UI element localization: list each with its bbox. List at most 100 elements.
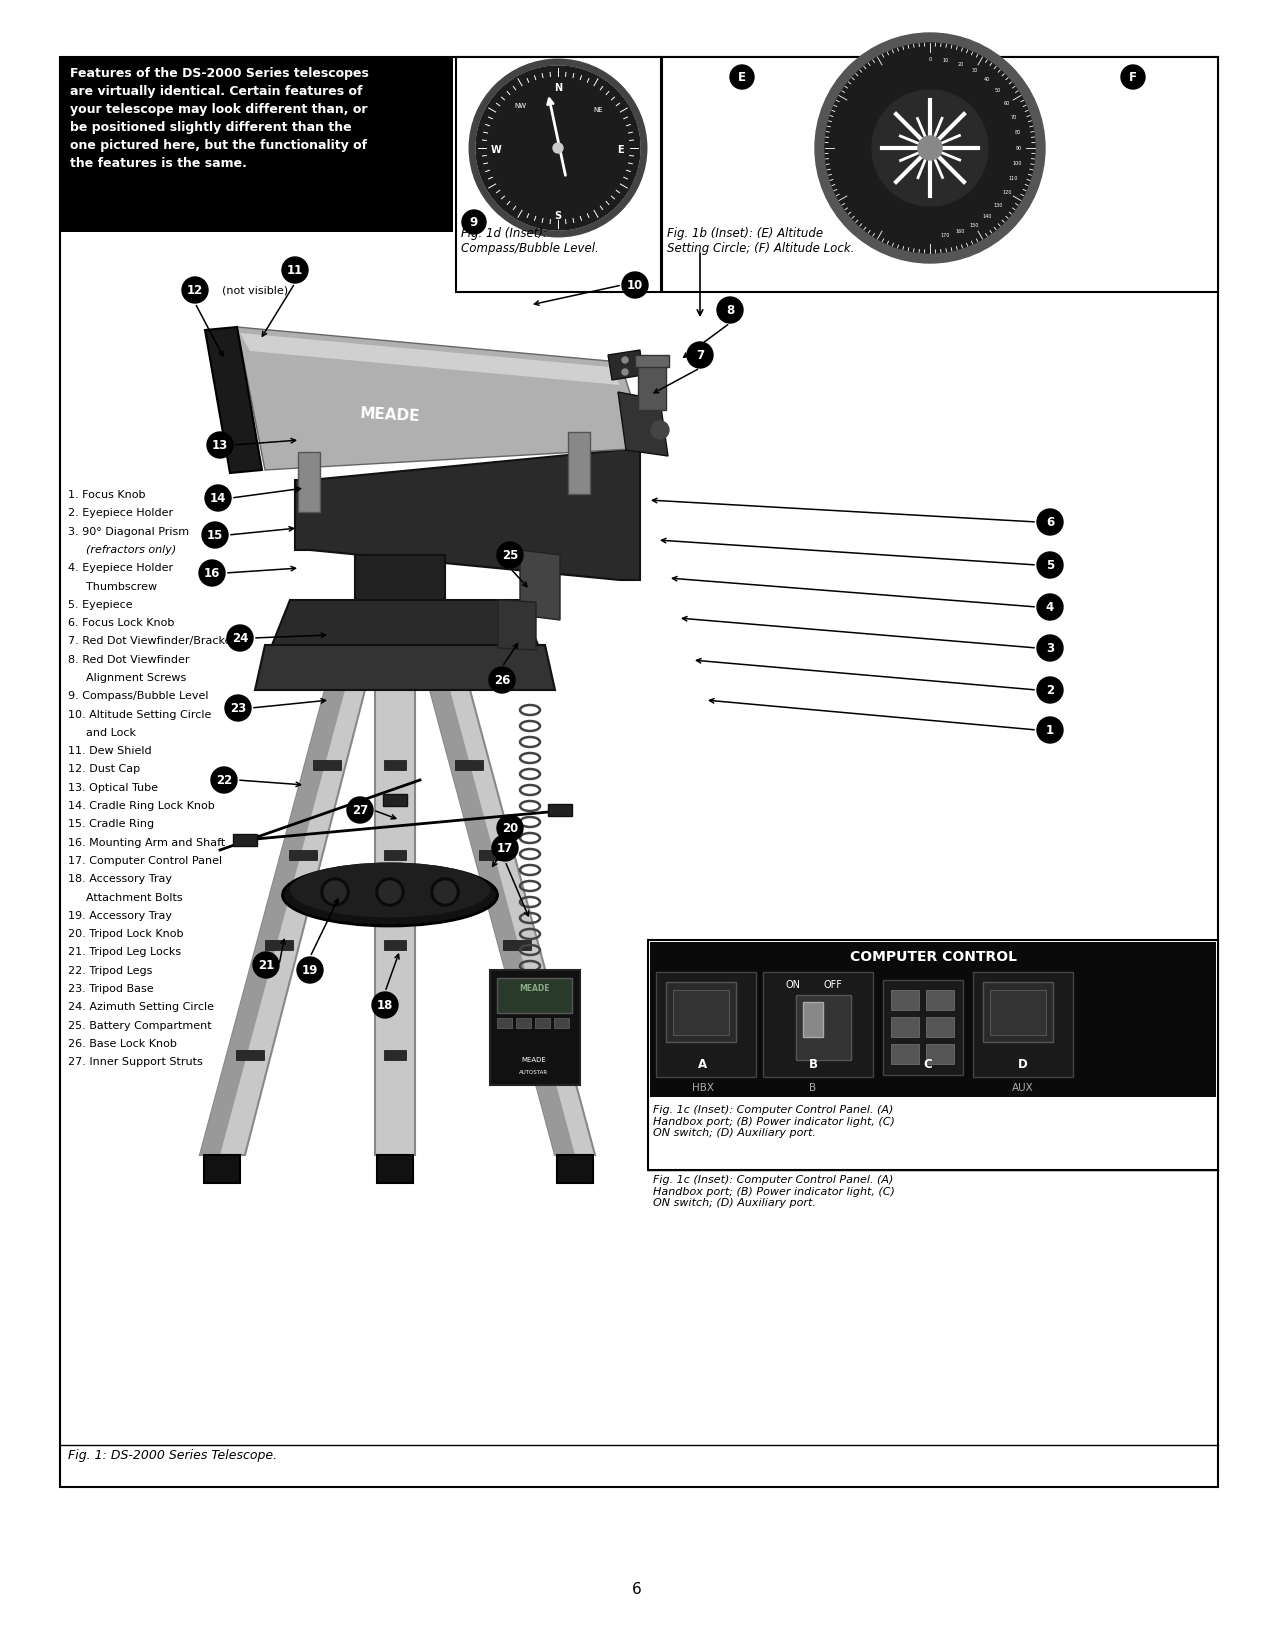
Bar bbox=[926, 1017, 954, 1037]
Text: AUTOSTAR: AUTOSTAR bbox=[519, 1070, 548, 1075]
Text: 22. Tripod Legs: 22. Tripod Legs bbox=[68, 966, 153, 976]
Circle shape bbox=[687, 342, 713, 368]
Circle shape bbox=[224, 695, 251, 721]
Text: 90: 90 bbox=[1016, 145, 1023, 150]
Text: OFF: OFF bbox=[824, 981, 843, 991]
Text: 20: 20 bbox=[958, 61, 964, 68]
Bar bbox=[673, 991, 729, 1035]
Text: 27. Inner Support Struts: 27. Inner Support Struts bbox=[68, 1057, 203, 1067]
Bar bbox=[635, 355, 669, 367]
Text: 140: 140 bbox=[983, 213, 992, 218]
Polygon shape bbox=[430, 690, 575, 1156]
Circle shape bbox=[825, 43, 1035, 253]
Text: 12. Dust Cap: 12. Dust Cap bbox=[68, 764, 140, 774]
Text: 11. Dew Shield: 11. Dew Shield bbox=[68, 746, 152, 756]
Text: 60: 60 bbox=[1003, 101, 1010, 106]
Bar bbox=[567, 433, 590, 494]
Text: 9: 9 bbox=[470, 216, 478, 229]
Bar bbox=[479, 850, 507, 860]
Circle shape bbox=[321, 878, 349, 906]
Text: Fig. 1c (Inset): Computer Control Panel. (A)
Handbox port; (B) Power indicator l: Fig. 1c (Inset): Computer Control Panel.… bbox=[653, 1176, 895, 1209]
Polygon shape bbox=[375, 690, 414, 1156]
Bar bbox=[504, 939, 532, 949]
Text: 21. Tripod Leg Locks: 21. Tripod Leg Locks bbox=[68, 948, 181, 958]
Text: 13: 13 bbox=[212, 439, 228, 452]
Polygon shape bbox=[200, 690, 365, 1156]
Polygon shape bbox=[237, 327, 648, 471]
Bar bbox=[289, 850, 317, 860]
Text: Thumbscrew: Thumbscrew bbox=[85, 581, 157, 591]
Circle shape bbox=[622, 370, 629, 375]
Ellipse shape bbox=[289, 862, 490, 918]
Text: 1: 1 bbox=[1046, 725, 1054, 736]
Bar bbox=[983, 982, 1053, 1042]
Text: 7: 7 bbox=[696, 348, 704, 362]
Bar bbox=[648, 939, 1218, 1171]
Text: 3: 3 bbox=[1046, 642, 1054, 655]
Text: 5. Eyepiece: 5. Eyepiece bbox=[68, 599, 133, 609]
Circle shape bbox=[376, 878, 404, 906]
Circle shape bbox=[918, 135, 942, 160]
Text: 12: 12 bbox=[187, 284, 203, 297]
Polygon shape bbox=[240, 334, 620, 385]
Circle shape bbox=[872, 91, 988, 206]
Circle shape bbox=[210, 768, 237, 792]
Bar bbox=[536, 1019, 550, 1029]
Text: B: B bbox=[810, 1083, 816, 1093]
Text: A: A bbox=[699, 1058, 708, 1071]
Bar bbox=[377, 1156, 413, 1184]
Bar bbox=[657, 972, 756, 1076]
Polygon shape bbox=[520, 550, 560, 621]
Text: 2: 2 bbox=[1046, 684, 1054, 697]
Text: 17. Computer Control Panel: 17. Computer Control Panel bbox=[68, 855, 222, 867]
Text: 18: 18 bbox=[377, 999, 393, 1012]
Text: 40: 40 bbox=[984, 78, 991, 83]
Circle shape bbox=[1037, 509, 1063, 535]
Text: 20. Tripod Lock Knob: 20. Tripod Lock Knob bbox=[68, 930, 184, 939]
Text: 2. Eyepiece Holder: 2. Eyepiece Holder bbox=[68, 509, 173, 518]
Text: 4: 4 bbox=[1046, 601, 1054, 614]
Text: 16. Mounting Arm and Shaft: 16. Mounting Arm and Shaft bbox=[68, 837, 226, 847]
Text: 21: 21 bbox=[258, 959, 274, 972]
Text: 19. Accessory Tray: 19. Accessory Tray bbox=[68, 911, 172, 921]
Text: 16: 16 bbox=[204, 566, 221, 580]
Bar bbox=[455, 759, 483, 769]
Text: 19: 19 bbox=[302, 964, 319, 977]
Text: 26: 26 bbox=[493, 674, 510, 687]
Circle shape bbox=[1121, 64, 1145, 89]
Polygon shape bbox=[255, 646, 555, 690]
Circle shape bbox=[182, 277, 208, 304]
Text: 24. Azimuth Setting Circle: 24. Azimuth Setting Circle bbox=[68, 1002, 214, 1012]
Text: 23. Tripod Base: 23. Tripod Base bbox=[68, 984, 153, 994]
Text: MEADE: MEADE bbox=[521, 1057, 547, 1063]
Circle shape bbox=[199, 560, 224, 586]
Text: 11: 11 bbox=[287, 264, 303, 277]
Circle shape bbox=[324, 882, 346, 903]
Text: MEADE: MEADE bbox=[519, 984, 550, 992]
Text: 130: 130 bbox=[993, 203, 1003, 208]
Circle shape bbox=[1037, 677, 1063, 703]
Circle shape bbox=[731, 64, 754, 89]
Text: Fig. 1d (Inset):
Compass/Bubble Level.: Fig. 1d (Inset): Compass/Bubble Level. bbox=[462, 226, 599, 254]
Text: 24: 24 bbox=[232, 632, 249, 646]
Text: Features of the DS-2000 Series telescopes
are virtually identical. Certain featu: Features of the DS-2000 Series telescope… bbox=[70, 68, 368, 170]
Bar bbox=[762, 972, 873, 1076]
Text: and Lock: and Lock bbox=[85, 728, 136, 738]
Bar bbox=[312, 759, 340, 769]
Text: AUX: AUX bbox=[1012, 1083, 1034, 1093]
Text: 14: 14 bbox=[210, 492, 226, 505]
Bar bbox=[973, 972, 1074, 1076]
Circle shape bbox=[815, 33, 1046, 263]
Polygon shape bbox=[608, 350, 643, 380]
Circle shape bbox=[372, 992, 398, 1019]
Bar bbox=[60, 58, 453, 233]
Circle shape bbox=[227, 626, 252, 650]
Bar bbox=[548, 804, 572, 816]
Circle shape bbox=[431, 878, 459, 906]
Text: B: B bbox=[808, 1058, 817, 1071]
Text: 7. Red Dot Viewfinder/Bracket: 7. Red Dot Viewfinder/Bracket bbox=[68, 636, 236, 647]
Text: 120: 120 bbox=[1002, 190, 1012, 195]
Text: 50: 50 bbox=[994, 88, 1001, 94]
Circle shape bbox=[553, 144, 564, 154]
Text: 10: 10 bbox=[942, 58, 949, 63]
